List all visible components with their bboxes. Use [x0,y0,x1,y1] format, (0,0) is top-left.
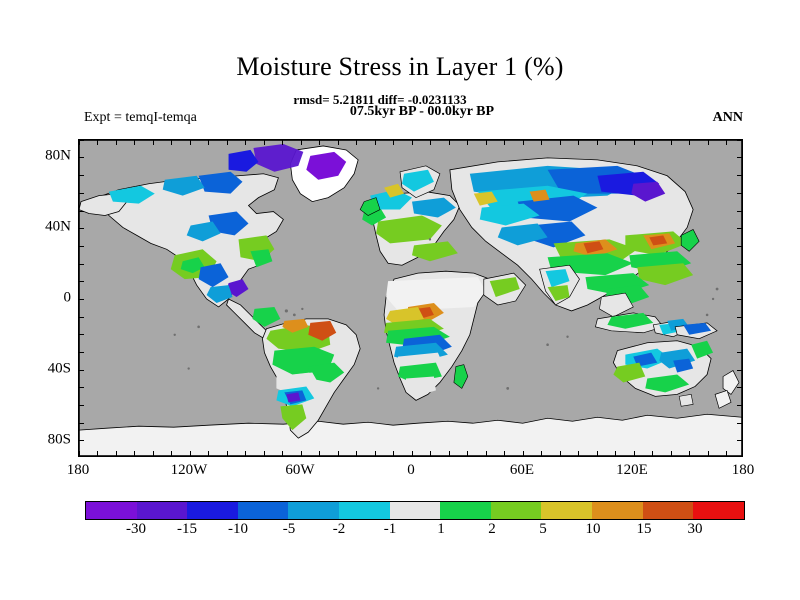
colorbar-tick-label: 30 [687,521,703,537]
y-axis-tick-label: 0 [63,289,72,306]
experiment-label: Expt = temqI-temqa [84,110,197,125]
x-axis-tick-label: 60W [285,462,315,478]
colorbar-segment [440,502,491,519]
colorbar-tick-label: -30 [126,521,146,537]
colorbar-segment [288,502,340,519]
asia [449,157,700,318]
small-islands [173,238,719,390]
colorbar-segment [592,502,643,519]
colorbar-segment [693,502,744,519]
colorbar-segment [389,502,441,519]
colorbar-tick-label: 5 [539,521,547,537]
world-map-contour [79,140,742,456]
colorbar [85,501,745,520]
colorbar-segment [86,502,137,519]
colorbar-tick-label: -15 [177,521,197,537]
colorbar-segment [339,502,390,519]
colorbar-tick-label: -10 [228,521,248,537]
page-title: Moisture Stress in Layer 1 (%) [236,52,564,81]
colorbar-segment [187,502,238,519]
antarctica-landmass [79,413,742,456]
africa [383,270,491,401]
x-axis-tick-label: 180 [731,462,755,478]
map-plot-area [78,139,743,457]
colorbar-segment [136,502,188,519]
north-america [79,143,359,340]
statistics-annotation: rmsd= 5.21811 diff= -0.0231133 [293,92,467,107]
colorbar-segment [642,502,694,519]
y-axis-tick-label: 80N [45,147,71,164]
europe [359,165,461,266]
colorbar-tick-label: -1 [383,521,397,537]
y-axis-tick-label: 40S [47,360,71,377]
colorbar-segment [237,502,289,519]
colorbar-tick-label: -5 [282,521,296,537]
colorbar-tick-label: 15 [636,521,652,537]
south-america [262,318,361,439]
y-axis-tick-label: 40N [45,218,71,235]
period-annotation: 07.5kyr BP - 00.0kyr BP [349,104,495,119]
x-axis-tick-label: 60E [509,462,535,478]
australia [612,322,740,409]
colorbar-tick-label: 1 [437,521,445,537]
colorbar-segment [541,502,593,519]
x-axis-tick-label: 120W [170,462,208,478]
season-label: ANN [712,110,743,125]
x-axis-tick-label: 120E [616,462,648,478]
colorbar-tick-label: 10 [585,521,601,537]
colorbar-tick-label: 2 [488,521,496,537]
y-axis-tick-label: 80S [47,431,71,448]
x-axis-tick-label: 0 [407,462,415,478]
colorbar-segment [490,502,542,519]
x-axis-tick-label: 180 [66,462,90,478]
colorbar-tick-label: -2 [332,521,346,537]
